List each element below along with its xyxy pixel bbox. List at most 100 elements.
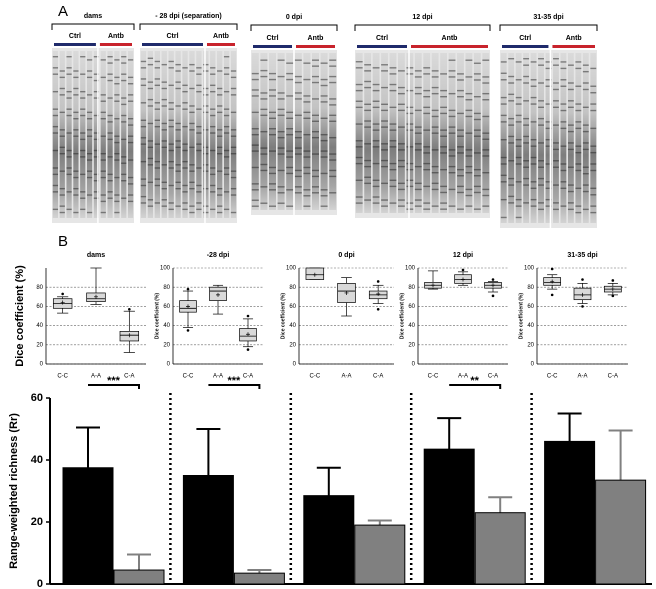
gel-band [59, 135, 65, 137]
gel-band [312, 120, 319, 122]
gel-band [397, 205, 405, 207]
gel-band [277, 169, 285, 172]
mean-marker [550, 279, 555, 284]
gel-band [355, 61, 363, 63]
gel-band [286, 166, 294, 169]
y-axis-label: Dice coefficient (%) [518, 293, 524, 339]
y-tick-label: 60 [163, 304, 170, 310]
gel-band [364, 103, 372, 105]
bar [354, 524, 406, 585]
gel-band [508, 58, 515, 60]
gel-band [372, 123, 380, 125]
gel-band [217, 205, 223, 207]
gel-band [406, 202, 414, 204]
gel-band [397, 92, 405, 95]
gel-band [364, 176, 372, 178]
gel-band [397, 159, 405, 162]
gel-band [100, 152, 106, 155]
gel-band [457, 208, 464, 210]
gel-band [560, 205, 567, 207]
gel-band [500, 121, 507, 123]
gel-lane [230, 51, 237, 218]
gel-lane [515, 53, 522, 223]
gel-lane [127, 51, 134, 218]
chart-title: 31-35 dpi [567, 252, 597, 259]
gel-band [364, 120, 372, 122]
gel-band [66, 132, 72, 134]
gel-band [230, 129, 237, 131]
gel-band [140, 84, 147, 87]
gel-band [545, 103, 552, 105]
gel-band [508, 135, 515, 138]
gel-band [121, 173, 127, 176]
gel-band [121, 121, 127, 123]
gel-lane [203, 51, 209, 218]
mean-marker [216, 292, 220, 297]
gel-band [260, 114, 268, 117]
gel-band [397, 70, 405, 72]
gel-band [575, 109, 582, 112]
gel-band [457, 89, 464, 92]
gel-lane [372, 53, 380, 213]
gel-band [86, 176, 93, 179]
gel-band [473, 112, 481, 115]
gel-band [161, 140, 167, 142]
gel-band [223, 149, 230, 152]
gel-band [560, 109, 567, 112]
chart-title: 0 dpi [338, 252, 354, 259]
gel-band [154, 84, 160, 87]
gel-band [182, 90, 188, 93]
gel-lane [52, 51, 59, 218]
gel-band [93, 114, 100, 117]
gel-band [161, 105, 167, 107]
gel-band [121, 197, 127, 199]
group-bar [142, 43, 203, 46]
gel-band [303, 156, 311, 158]
gel-band [93, 132, 100, 134]
gel-band [196, 184, 202, 187]
significance-bracket [449, 384, 502, 389]
gel-band [465, 59, 473, 61]
gel-band [560, 61, 567, 63]
gel-band [154, 167, 160, 169]
gel-band [121, 73, 127, 75]
gel-band [127, 159, 134, 161]
gel-band [140, 184, 147, 187]
gel-band [364, 199, 372, 201]
y-tick-label: 40 [163, 323, 170, 329]
gel-band [121, 56, 127, 58]
gel-band [147, 157, 154, 160]
gel-lane [168, 51, 174, 218]
gel-band [80, 97, 86, 99]
gel-band [80, 149, 86, 152]
gel-lane [381, 53, 388, 213]
chart-title: dams [87, 252, 105, 259]
gel-band [114, 141, 120, 144]
y-tick-label: 100 [160, 266, 171, 272]
gel-band [294, 92, 302, 94]
gel-band [127, 76, 134, 79]
gel-band [303, 166, 311, 169]
gel-band [523, 184, 530, 186]
gel-band [59, 187, 65, 190]
group-label: Ctrl [519, 35, 531, 42]
gel-band [52, 132, 59, 134]
gel-band [575, 187, 582, 189]
gel-band [423, 96, 431, 98]
gel-band [251, 89, 259, 91]
gel-band [515, 103, 522, 105]
x-tick-label: C-A [243, 374, 253, 380]
gel-band [590, 127, 597, 130]
gel-band [147, 205, 154, 207]
gel-band [389, 162, 397, 165]
gel-band [530, 61, 537, 63]
x-tick-label: A-A [341, 374, 351, 380]
gel-lane [545, 53, 552, 223]
gel-band [567, 208, 574, 211]
gel-band [389, 89, 397, 92]
gel-band [182, 191, 188, 193]
gel-band [364, 143, 372, 145]
gel-band [182, 102, 188, 104]
gel-band [465, 194, 473, 197]
gel-band [59, 94, 65, 96]
